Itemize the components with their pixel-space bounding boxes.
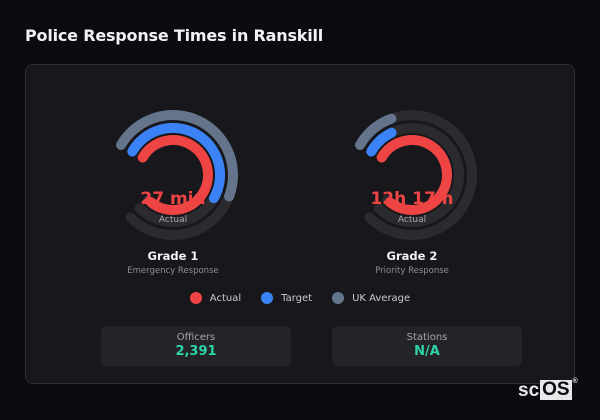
gauge-rings-grade-2: [355, 110, 477, 240]
registered-mark-icon: ®: [572, 378, 578, 385]
gauge-caption: Actual: [158, 215, 188, 225]
legend-label: UK Average: [352, 292, 411, 304]
legend-item-uk-average: UK Average: [332, 292, 410, 304]
gauge-arc-target: [366, 127, 397, 157]
chart-legend: Actual Target UK Average: [26, 292, 574, 304]
brand-highlight: OS: [540, 379, 572, 400]
stat-label: Stations: [406, 332, 448, 343]
gauge-value: 12h 17m: [370, 189, 454, 209]
stat-officers: Officers 2,391: [101, 326, 291, 366]
stat-value: 2,391: [175, 344, 217, 359]
page-title: Police Response Times in Ranskill: [25, 26, 324, 45]
legend-label: Actual: [209, 292, 242, 304]
legend-item-actual: Actual: [189, 292, 242, 304]
legend-dot-icon: [332, 292, 345, 304]
legend-dot-icon: [261, 292, 274, 304]
gauge-track: [366, 123, 464, 227]
legend-label: Target: [281, 292, 313, 304]
gauge-arc-uk-average: [116, 110, 238, 202]
gauge-title: Grade 1: [147, 249, 199, 263]
gauge-title: Grade 2: [386, 249, 438, 263]
gauge-caption: Actual: [397, 215, 427, 225]
gauge-value: 27 min: [140, 189, 206, 209]
gauge-grade-2: 12h 17m Actual Grade 2 Priority Response: [332, 105, 492, 276]
gauge-arc-uk-average: [355, 113, 397, 150]
gauge-rings-grade-1: [116, 110, 238, 240]
legend-dot-icon: [189, 292, 202, 304]
gauge-grade-1: 27 min Actual Grade 1 Emergency Response: [93, 105, 253, 276]
gauge-subtitle: Emergency Response: [127, 266, 219, 276]
gauge-subtitle: Priority Response: [375, 266, 449, 276]
stat-label: Officers: [176, 332, 216, 343]
stat-value: N/A: [414, 344, 440, 359]
legend-item-target: Target: [261, 292, 312, 304]
gauge-arc-target: [127, 122, 226, 204]
brand-prefix: sc: [518, 380, 540, 401]
response-times-card: 27 min Actual Grade 1 Emergency Response…: [25, 64, 575, 384]
gauge-arc-actual: [376, 135, 452, 215]
brand-logo: sc OS ®: [518, 378, 578, 402]
gauge-arc-actual: [137, 135, 213, 215]
stat-stations: Stations N/A: [332, 326, 522, 366]
